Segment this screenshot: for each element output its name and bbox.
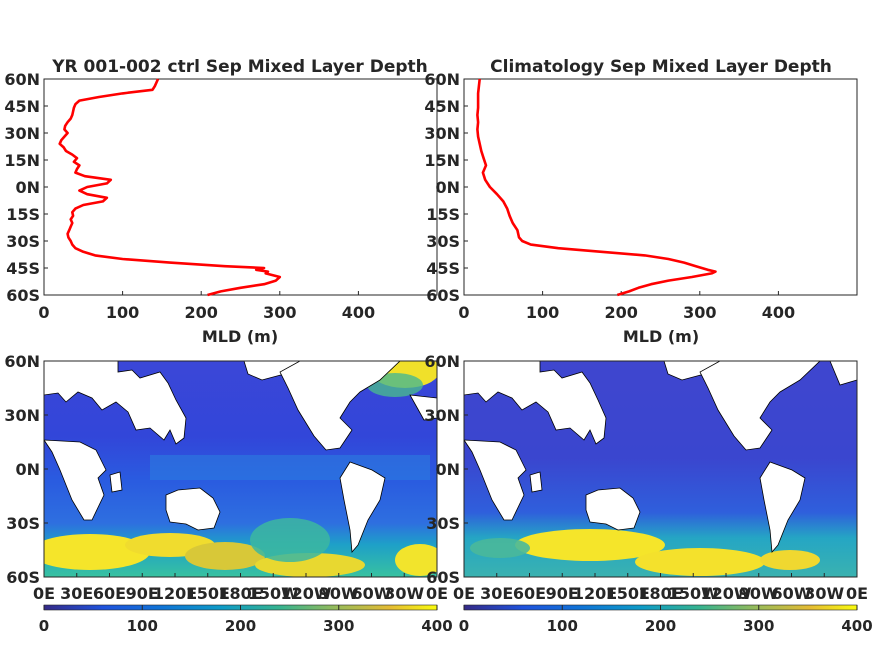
colorbar-tick-label: 200	[225, 617, 256, 635]
x-tick-label: 0E	[846, 584, 868, 603]
colorbar-tick-label: 100	[127, 617, 158, 635]
colorbar-tick-label: 400	[421, 617, 452, 635]
y-tick-label: 30S	[6, 514, 40, 533]
x-tick-label: 0	[38, 303, 49, 322]
x-tick-label: 400	[342, 303, 375, 322]
y-axis-ticks: 60N 45N 30N 15N 0N 15S 30S 45S 60S	[4, 70, 48, 305]
x-axis-ticks: 0E 30E 60E 90E120E150E180E150W120W90W60W30W…	[33, 573, 448, 603]
x-tick-label: 150E	[606, 584, 650, 603]
x-tick-label: 120W	[280, 584, 331, 603]
colorbar-tick-label: 300	[743, 617, 774, 635]
x-axis-label: MLD (m)	[202, 327, 278, 346]
y-tick-label: 45S	[426, 259, 460, 278]
x-tick-label: 100	[526, 303, 559, 322]
y-tick-label: 30S	[426, 232, 460, 251]
profile-panel-ctrl: YR 001-002 ctrl Sep Mixed Layer Depth 0 1…	[4, 57, 438, 346]
x-tick-label: 180E	[638, 584, 682, 603]
y-tick-label: 60N	[424, 70, 460, 89]
y-tick-label: 60S	[426, 568, 460, 587]
colorbar-tick-label: 0	[459, 617, 469, 635]
x-tick-label: 0E	[33, 584, 55, 603]
x-tick-label: 90W	[319, 584, 359, 603]
y-tick-label: 30N	[4, 124, 40, 143]
x-tick-label: 0E	[453, 584, 475, 603]
x-tick-label: 30E	[60, 584, 93, 603]
colorbar-tick-label: 100	[547, 617, 578, 635]
panel-title: Climatology Sep Mixed Layer Depth	[490, 57, 832, 77]
x-tick-label: 200	[184, 303, 217, 322]
y-axis-ticks: 60N 30N 0N 30S 60S	[4, 352, 48, 587]
x-tick-label: 0	[458, 303, 469, 322]
x-tick-label: 150W	[668, 584, 719, 603]
y-tick-label: 30N	[424, 124, 460, 143]
y-tick-label: 60S	[6, 286, 40, 305]
x-tick-label: 300	[263, 303, 296, 322]
mld-profile-line	[58, 78, 282, 297]
x-tick-label: 120E	[153, 584, 197, 603]
x-tick-label: 30E	[480, 584, 513, 603]
y-tick-label: 60N	[4, 70, 40, 89]
map-panel-climatology: 0E 30E 60E 90E120E150E180E150W120W90W60W30W…	[424, 352, 872, 635]
x-axis-ticks: 0E 30E 60E 90E120E150E180E150W120W90W60W30W…	[453, 573, 868, 603]
colorbar-tick-label: 0	[39, 617, 49, 635]
y-axis-ticks: 60N 30N 0N 30S 60S	[424, 352, 468, 587]
y-tick-label: 15N	[4, 151, 40, 170]
x-tick-label: 400	[762, 303, 795, 322]
plot-area	[43, 78, 438, 296]
plot-area	[463, 78, 858, 296]
y-tick-label: 15S	[426, 205, 460, 224]
colorbar-tick-label: 200	[645, 617, 676, 635]
colorbar: 0 100 200 300 400	[459, 604, 873, 635]
x-tick-label: 90E	[546, 584, 579, 603]
colorbar: 0 100 200 300 400	[39, 604, 453, 635]
x-tick-label: 30W	[384, 584, 424, 603]
x-tick-label: 90W	[739, 584, 779, 603]
colorbar-tick-label: 400	[841, 617, 872, 635]
y-tick-label: 60S	[6, 568, 40, 587]
map-panel-ctrl: 0E 30E 60E 90E120E150E180E150W120W90W60W30W…	[4, 352, 452, 635]
y-tick-label: 30S	[6, 232, 40, 251]
x-tick-label: 150E	[186, 584, 230, 603]
y-tick-label: 15S	[6, 205, 40, 224]
mld-map-field	[44, 361, 437, 577]
y-tick-label: 0N	[435, 460, 460, 479]
x-axis-label: MLD (m)	[623, 327, 699, 346]
x-tick-label: 0E	[426, 584, 448, 603]
y-tick-label: 45N	[424, 97, 460, 116]
x-tick-label: 90E	[126, 584, 159, 603]
y-tick-label: 30N	[424, 406, 460, 425]
y-tick-label: 15N	[424, 151, 460, 170]
colorbar-tick-label: 300	[323, 617, 354, 635]
x-tick-label: 150W	[248, 584, 299, 603]
mld-profile-line	[476, 78, 717, 297]
y-tick-label: 60N	[4, 352, 40, 371]
y-tick-label: 0N	[435, 178, 460, 197]
x-tick-label: 300	[683, 303, 716, 322]
x-axis-ticks: 0 100 200 300 400	[38, 291, 375, 322]
y-tick-label: 0N	[15, 178, 40, 197]
y-tick-label: 0N	[15, 460, 40, 479]
x-tick-label: 60W	[772, 584, 812, 603]
panel-title: YR 001-002 ctrl Sep Mixed Layer Depth	[51, 57, 428, 77]
x-tick-label: 200	[604, 303, 637, 322]
x-tick-label: 30W	[804, 584, 844, 603]
x-axis-ticks: 0 100 200 300 400	[458, 291, 795, 322]
x-tick-label: 120W	[700, 584, 751, 603]
profile-panel-climatology: Climatology Sep Mixed Layer Depth 0 100 20…	[424, 57, 858, 346]
y-axis-ticks: 60N 45N 30N 15N 0N 15S 30S 45S 60S	[424, 70, 468, 305]
y-tick-label: 45N	[4, 97, 40, 116]
x-tick-label: 60E	[513, 584, 546, 603]
mld-map-field	[464, 361, 857, 577]
x-tick-label: 60E	[93, 584, 126, 603]
y-tick-label: 30N	[4, 406, 40, 425]
x-tick-label: 180E	[218, 584, 262, 603]
x-tick-label: 60W	[352, 584, 392, 603]
y-tick-label: 60S	[426, 286, 460, 305]
x-tick-label: 120E	[573, 584, 617, 603]
y-tick-label: 30S	[426, 514, 460, 533]
y-tick-label: 60N	[424, 352, 460, 371]
x-tick-label: 100	[106, 303, 139, 322]
y-tick-label: 45S	[6, 259, 40, 278]
